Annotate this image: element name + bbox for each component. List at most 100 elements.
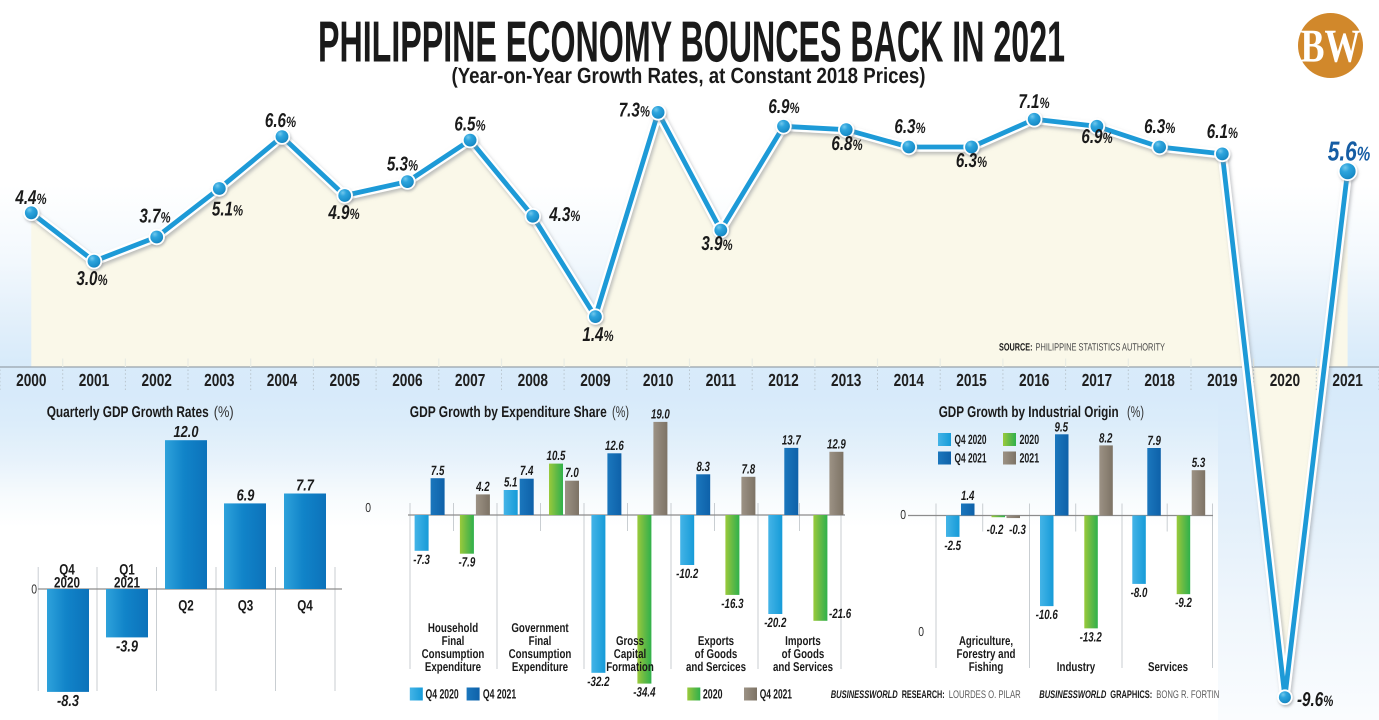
svg-text:-10.2: -10.2: [676, 566, 699, 581]
svg-text:-7.9: -7.9: [459, 555, 476, 570]
svg-text:%: %: [604, 328, 614, 345]
svg-text:0: 0: [900, 507, 906, 522]
svg-text:Formation: Formation: [606, 659, 654, 674]
svg-text:10.5: 10.5: [547, 448, 566, 463]
svg-text:5.3: 5.3: [1192, 455, 1206, 470]
svg-text:Expenditure: Expenditure: [512, 659, 568, 674]
svg-text:2010: 2010: [643, 370, 674, 390]
svg-text:-0.2: -0.2: [987, 522, 1004, 537]
svg-text:7.4: 7.4: [520, 463, 534, 478]
svg-text:Exports: Exports: [698, 633, 734, 648]
svg-text:2004: 2004: [267, 370, 298, 390]
svg-text:0: 0: [31, 582, 37, 597]
svg-text:8.3: 8.3: [696, 459, 710, 474]
svg-text:%: %: [1228, 125, 1238, 142]
svg-text:%: %: [350, 206, 360, 223]
svg-text:RESEARCH:: RESEARCH:: [902, 689, 945, 701]
svg-text:(%): (%): [214, 404, 234, 421]
svg-text:2011: 2011: [706, 370, 737, 390]
svg-text:of Goods: of Goods: [782, 646, 825, 661]
svg-text:Industry: Industry: [1057, 659, 1096, 674]
svg-text:4.4: 4.4: [15, 187, 37, 209]
svg-text:%: %: [916, 120, 926, 137]
svg-text:-3.9: -3.9: [116, 638, 138, 655]
svg-text:%: %: [570, 208, 580, 225]
svg-text:BUSINESSWORLD: BUSINESSWORLD: [1039, 689, 1106, 701]
svg-text:GDP Growth by Expenditure Shar: GDP Growth by Expenditure Share: [410, 404, 607, 421]
svg-text:2020: 2020: [54, 575, 80, 592]
svg-text:Final: Final: [529, 633, 552, 648]
svg-text:Agriculture,: Agriculture,: [959, 633, 1013, 648]
svg-text:%: %: [37, 191, 47, 208]
svg-text:3.0: 3.0: [76, 268, 97, 290]
svg-text:%: %: [161, 210, 171, 227]
svg-text:2015: 2015: [956, 370, 987, 390]
svg-text:%: %: [790, 100, 800, 117]
svg-text:2007: 2007: [455, 370, 485, 390]
svg-text:6.9: 6.9: [1081, 126, 1103, 148]
svg-text:5.1: 5.1: [504, 475, 518, 490]
svg-text:SOURCE:: SOURCE:: [999, 342, 1033, 354]
svg-text:6.9: 6.9: [768, 96, 790, 118]
svg-text:Quarterly GDP Growth Rates: Quarterly GDP Growth Rates: [47, 404, 209, 421]
svg-text:6.1: 6.1: [1207, 121, 1228, 143]
svg-text:5.1: 5.1: [212, 198, 233, 220]
svg-text:4.2: 4.2: [475, 479, 490, 494]
svg-text:(%): (%): [1127, 404, 1144, 421]
svg-text:(%): (%): [612, 404, 629, 421]
svg-text:LOURDES O. PILAR: LOURDES O. PILAR: [949, 689, 1021, 701]
svg-text:PHILIPPINE ECONOMY BOUNCES BAC: PHILIPPINE ECONOMY BOUNCES BACK IN 2021: [318, 10, 1065, 75]
svg-text:-21.6: -21.6: [829, 606, 852, 621]
svg-text:-34.4: -34.4: [633, 685, 656, 700]
svg-text:2020: 2020: [1270, 370, 1301, 390]
svg-text:6.3: 6.3: [956, 150, 977, 172]
svg-text:%: %: [476, 117, 486, 134]
svg-text:%: %: [408, 157, 418, 174]
svg-text:2012: 2012: [768, 370, 799, 390]
svg-text:3.9: 3.9: [701, 233, 723, 255]
svg-text:2005: 2005: [330, 370, 361, 390]
svg-text:GDP Growth by Industrial Origi: GDP Growth by Industrial Origin: [939, 404, 1119, 421]
svg-text:7.7: 7.7: [296, 478, 315, 495]
svg-text:(Year-on-Year Growth Rates, at: (Year-on-Year Growth Rates, at Constant …: [452, 63, 926, 88]
svg-text:4.9: 4.9: [328, 202, 351, 224]
svg-text:PHILIPPINE STATISTICS AUTHORIT: PHILIPPINE STATISTICS AUTHORITY: [1036, 342, 1166, 354]
svg-text:Capital: Capital: [614, 646, 646, 661]
svg-text:2013: 2013: [831, 370, 862, 390]
svg-text:2021: 2021: [1020, 451, 1040, 466]
svg-text:7.1: 7.1: [1018, 91, 1039, 113]
svg-text:of Goods: of Goods: [695, 646, 738, 661]
svg-text:-8.0: -8.0: [1131, 585, 1148, 600]
svg-text:2002: 2002: [142, 370, 173, 390]
svg-text:%: %: [640, 104, 650, 121]
svg-text:19.0: 19.0: [651, 406, 670, 421]
svg-text:%: %: [1103, 130, 1113, 147]
svg-text:2000: 2000: [16, 370, 47, 390]
svg-text:and Sercices: and Sercices: [686, 659, 746, 674]
svg-text:Consumption: Consumption: [422, 646, 485, 661]
svg-text:%: %: [1040, 95, 1050, 112]
svg-text:2020: 2020: [1020, 432, 1040, 447]
svg-text:8.2: 8.2: [1099, 430, 1113, 445]
svg-text:2019: 2019: [1207, 370, 1238, 390]
svg-text:0: 0: [365, 500, 371, 515]
svg-text:1.4: 1.4: [582, 324, 603, 346]
svg-text:1.4: 1.4: [961, 488, 975, 503]
svg-text:Q4: Q4: [297, 598, 313, 615]
svg-text:Services: Services: [1148, 659, 1188, 674]
svg-text:Government: Government: [511, 620, 569, 635]
svg-text:2006: 2006: [392, 370, 423, 390]
svg-text:7.8: 7.8: [742, 461, 756, 476]
svg-text:and Services: and Services: [773, 659, 833, 674]
svg-text:2016: 2016: [1019, 370, 1050, 390]
svg-text:12.0: 12.0: [174, 424, 199, 441]
svg-text:-7.3: -7.3: [413, 552, 430, 567]
svg-text:-2.5: -2.5: [944, 538, 961, 553]
svg-text:2021: 2021: [1332, 370, 1363, 390]
svg-text:2020: 2020: [703, 686, 723, 701]
svg-text:BONG R. FORTIN: BONG R. FORTIN: [1156, 689, 1219, 701]
svg-text:GRAPHICS:: GRAPHICS:: [1110, 689, 1152, 701]
svg-text:7.0: 7.0: [565, 465, 579, 480]
svg-text:Fishing: Fishing: [969, 659, 1004, 674]
svg-text:%: %: [233, 202, 243, 219]
